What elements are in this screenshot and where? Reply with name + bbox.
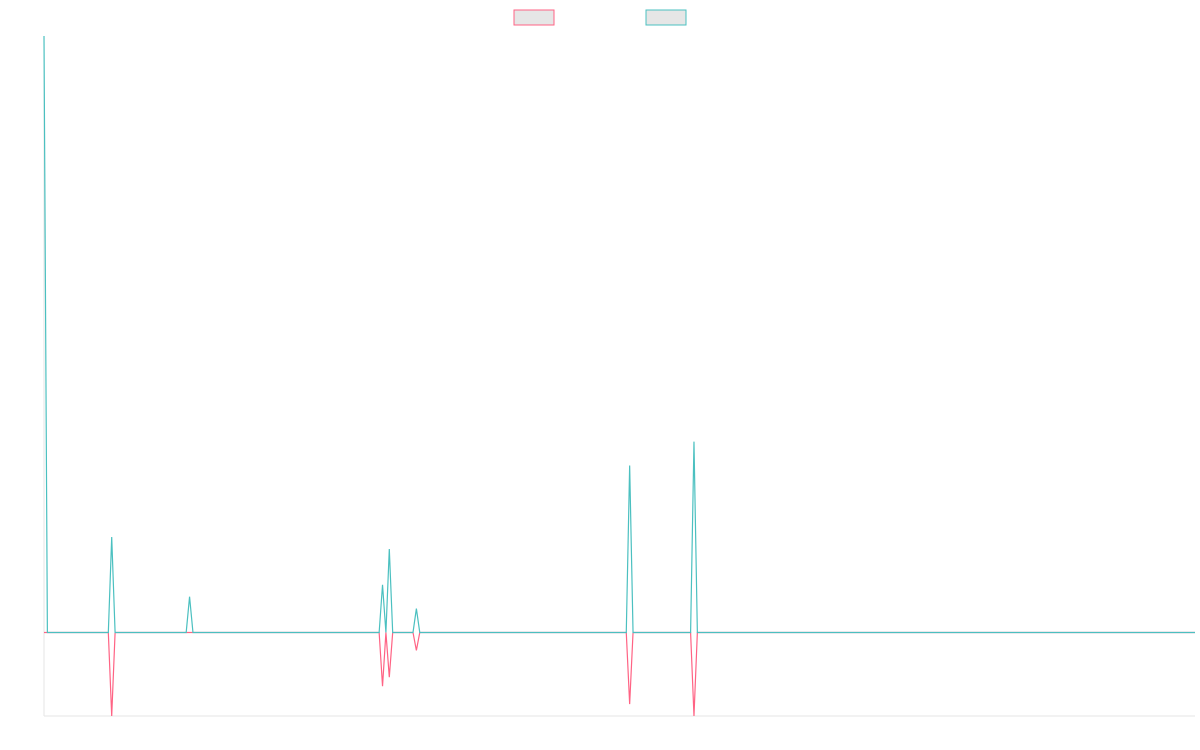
legend-swatch[interactable]	[645, 9, 687, 26]
series-line	[44, 631, 1195, 717]
series-line	[43, 35, 1195, 634]
legend-swatch[interactable]	[513, 9, 555, 26]
